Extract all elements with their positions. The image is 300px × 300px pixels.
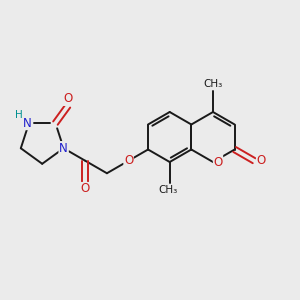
- Text: N: N: [22, 117, 32, 130]
- Text: N: N: [59, 142, 68, 155]
- Text: O: O: [256, 154, 266, 167]
- Text: O: O: [63, 92, 73, 105]
- Text: O: O: [124, 154, 133, 167]
- Text: O: O: [81, 182, 90, 196]
- Text: O: O: [213, 155, 223, 169]
- Text: N: N: [59, 142, 68, 155]
- Text: CH₃: CH₃: [203, 79, 223, 89]
- Text: CH₃: CH₃: [158, 185, 177, 195]
- Text: H: H: [15, 110, 23, 120]
